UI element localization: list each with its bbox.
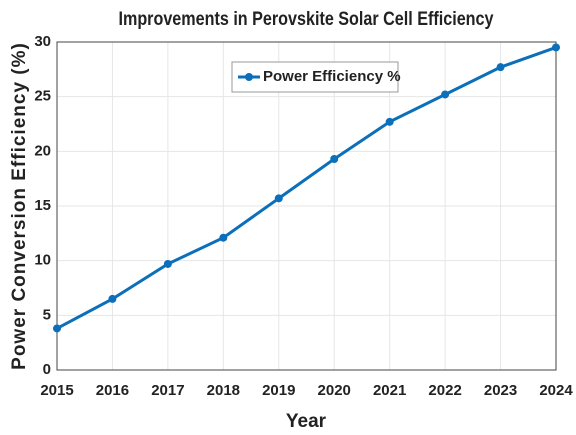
y-tick-label: 0 — [43, 361, 51, 378]
data-point — [163, 259, 172, 268]
x-tick-label: 2022 — [428, 382, 461, 399]
data-point — [108, 294, 117, 303]
y-tick-label: 10 — [34, 252, 51, 269]
y-tick-label: 30 — [34, 33, 51, 50]
data-point — [496, 63, 505, 72]
data-point — [385, 117, 394, 126]
x-tick-label: 2020 — [318, 382, 351, 399]
data-point — [274, 194, 283, 203]
x-tick-label: 2018 — [207, 382, 240, 399]
x-tick-label: 2021 — [373, 382, 406, 399]
data-point — [219, 233, 228, 242]
y-tick-label: 5 — [43, 306, 51, 323]
y-tick-label: 25 — [34, 88, 51, 105]
x-tick-label: 2023 — [484, 382, 517, 399]
legend-label: Power Efficiency % — [263, 68, 401, 85]
plot-frame — [56, 41, 557, 371]
x-tick-label: 2019 — [262, 382, 295, 399]
data-point — [330, 154, 339, 163]
x-tick-label: 2016 — [96, 382, 129, 399]
y-axis-label: Power Conversion Efficiency (%) — [9, 42, 30, 370]
y-tick-label: 20 — [34, 142, 51, 159]
series-line — [56, 46, 557, 330]
data-point — [441, 90, 450, 99]
legend-marker — [245, 73, 253, 81]
chart-title: Improvements in Perovskite Solar Cell Ef… — [118, 8, 493, 30]
data-point — [53, 324, 61, 333]
x-tick-label: 2015 — [40, 382, 73, 399]
x-tick-label: 2024 — [539, 382, 573, 399]
x-tick-label: 2017 — [151, 382, 184, 399]
x-axis-label: Year — [286, 411, 327, 432]
y-tick-label: 15 — [34, 197, 51, 214]
data-point — [552, 43, 560, 52]
